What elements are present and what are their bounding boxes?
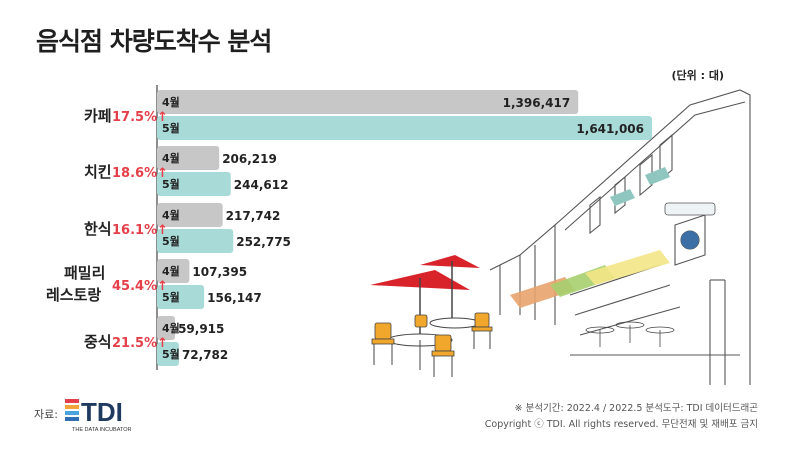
bar-april <box>157 316 176 340</box>
bar-month-label: 4월 <box>162 264 180 278</box>
growth-label: 17.5%↑ <box>112 110 168 125</box>
bar-value-label: 206,219 <box>222 152 277 166</box>
source-label: 자료: <box>34 408 58 421</box>
bar-april <box>157 203 223 227</box>
bar-month-label: 4월 <box>162 208 180 222</box>
bar-may <box>157 172 231 196</box>
analysis-note: ※ 분석기간: 2022.4 / 2022.5 분석도구: TDI 데이터드래곤 <box>514 403 758 414</box>
bar-month-label: 4월 <box>162 95 180 109</box>
growth-label: 18.6%↑ <box>112 166 168 181</box>
bar-value-label: 107,395 <box>192 265 247 279</box>
bar-value-label: 156,147 <box>207 291 262 305</box>
cafe-street-illustration <box>370 89 751 385</box>
bar-value-label: 1,396,417 <box>503 96 571 110</box>
copyright-note: Copyright ⓒ TDI. All rights reserved. 무단… <box>484 419 758 430</box>
category-label: 한식 <box>84 220 112 238</box>
bar-month-label: 5월 <box>162 177 180 191</box>
bar-april <box>157 259 190 283</box>
category-label: 중식 <box>84 333 112 351</box>
tdi-logo: TDI THE DATA INCUBATOR <box>65 397 132 433</box>
growth-label: 21.5%↑ <box>112 336 168 351</box>
bar-may <box>157 342 179 366</box>
unit-label: (단위 : 대) <box>671 69 724 82</box>
bar-value-label: 244,612 <box>234 178 289 192</box>
bar-month-label: 5월 <box>162 234 180 248</box>
svg-text:TDI: TDI <box>81 397 123 427</box>
bar-month-label: 5월 <box>162 290 180 304</box>
category-label: 치킨 <box>84 163 112 181</box>
growth-label: 45.4%↑ <box>112 279 168 294</box>
bar-april <box>157 146 220 170</box>
bar-month-label: 4월 <box>162 151 180 165</box>
page-title: 음식점 차량도착수 분석 <box>36 27 272 56</box>
bar-value-label: 72,782 <box>182 348 228 362</box>
bar-may <box>157 116 652 140</box>
category-label: 카페 <box>84 107 112 125</box>
bar-value-label: 1,641,006 <box>576 122 644 136</box>
bar-month-label: 4월 <box>162 321 180 335</box>
bar-month-label: 5월 <box>162 347 180 361</box>
bar-may <box>157 285 205 309</box>
bar-value-label: 252,775 <box>236 235 291 249</box>
svg-text:THE DATA INCUBATOR: THE DATA INCUBATOR <box>72 427 132 433</box>
bar-value-label: 59,915 <box>178 322 224 336</box>
growth-label: 16.1%↑ <box>112 223 168 238</box>
category-label: 레스토랑 <box>46 286 101 304</box>
bar-month-label: 5월 <box>162 121 180 135</box>
bar-april <box>157 90 579 114</box>
bar-may <box>157 229 234 253</box>
category-label: 패밀리 <box>64 264 105 282</box>
bar-value-label: 217,742 <box>226 209 281 223</box>
